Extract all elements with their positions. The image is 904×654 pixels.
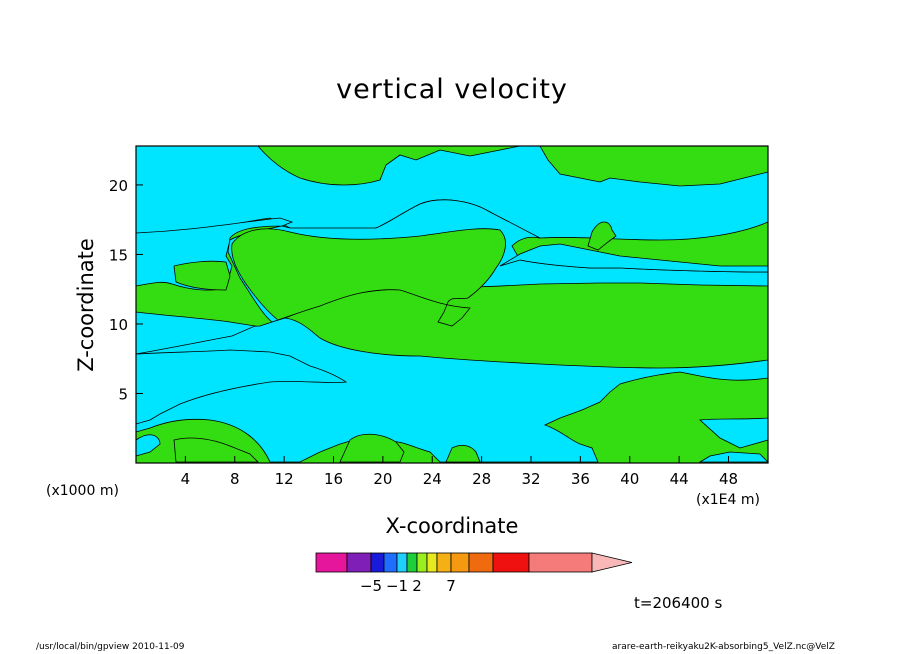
footer-left: /usr/local/bin/gpview 2010-11-09 bbox=[36, 642, 185, 652]
y-axis-label: Z-coordinate bbox=[74, 238, 98, 372]
y-tick-label: 20 bbox=[109, 177, 128, 195]
colorbar-swatch bbox=[396, 552, 408, 573]
x-axis-ticks: 4 8 12 16 20 24 28 32 36 40 44 48 bbox=[181, 456, 738, 488]
x-tick-label: 20 bbox=[373, 470, 392, 488]
x-tick-label: 32 bbox=[521, 470, 540, 488]
footer-right: arare-earth-reikyaku2K-absorbing5_VelZ.n… bbox=[612, 642, 835, 652]
y-tick-label: 15 bbox=[109, 246, 128, 264]
colorbar-swatch bbox=[436, 552, 452, 573]
x-unit-left: (x1000 m) bbox=[46, 483, 119, 499]
x-tick-label: 44 bbox=[670, 470, 689, 488]
colorbar-swatch bbox=[370, 552, 385, 573]
colorbar-swatch bbox=[528, 552, 593, 573]
chart-title: vertical velocity bbox=[336, 74, 568, 105]
colorbar-swatch bbox=[492, 552, 530, 573]
x-tick-label: 36 bbox=[571, 470, 590, 488]
colorbar-swatch bbox=[346, 552, 372, 573]
colorbar-label: −1 bbox=[386, 577, 408, 595]
x-tick-label: 16 bbox=[324, 470, 343, 488]
x-axis-label-text: X-coordinate bbox=[385, 514, 519, 538]
x-tick-label: 12 bbox=[275, 470, 294, 488]
colorbar-swatch bbox=[468, 552, 494, 573]
colorbar-swatch bbox=[450, 552, 470, 573]
x-tick-label: 48 bbox=[719, 470, 738, 488]
x-tick-label: 24 bbox=[423, 470, 442, 488]
y-axis-ticks: 5 10 15 20 bbox=[109, 177, 143, 403]
colorbar-label: 7 bbox=[446, 577, 456, 595]
colorbar-swatch bbox=[315, 552, 348, 573]
colorbar: −5 −1 2 7 bbox=[315, 552, 633, 595]
colorbar-swatch bbox=[426, 552, 438, 573]
x-tick-label: 28 bbox=[472, 470, 491, 488]
time-label: t=206400 s bbox=[634, 594, 723, 612]
colorbar-arrow bbox=[591, 552, 633, 573]
colorbar-swatch bbox=[416, 552, 428, 573]
x-unit-right: (x1E4 m) bbox=[696, 492, 760, 508]
positive-islands bbox=[173, 221, 617, 463]
x-tick-label: 40 bbox=[620, 470, 639, 488]
colorbar-swatch bbox=[406, 552, 418, 573]
colorbar-label: 2 bbox=[412, 577, 422, 595]
colorbar-label: −5 bbox=[360, 577, 382, 595]
y-tick-label: 5 bbox=[118, 385, 128, 403]
y-tick-label: 10 bbox=[109, 316, 128, 334]
x-tick-label: 4 bbox=[181, 470, 191, 488]
colorbar-swatch bbox=[383, 552, 398, 573]
x-tick-label: 8 bbox=[230, 470, 240, 488]
plot-frame bbox=[135, 145, 769, 464]
x-axis-label: X-coordinate bbox=[0, 514, 904, 538]
